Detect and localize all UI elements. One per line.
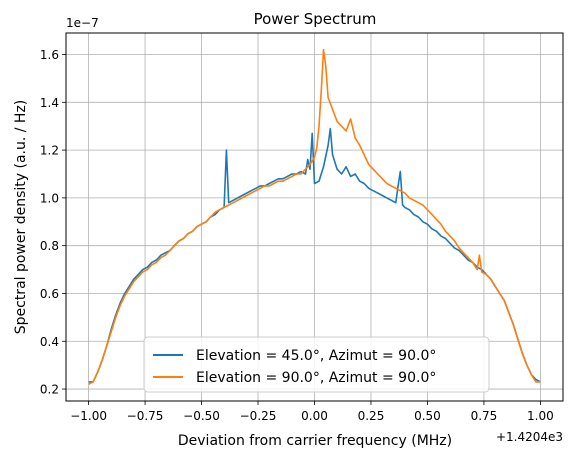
y-axis-label: Spectral power density (a.u. / Hz) <box>13 100 29 335</box>
x-axis-label: Deviation from carrier frequency (MHz) <box>178 433 452 449</box>
chart-title: Power Spectrum <box>254 10 377 28</box>
y-scale-label: 1e−7 <box>66 16 99 30</box>
series-line-2 <box>88 48 541 386</box>
x-tick-label: −0.50 <box>183 409 220 423</box>
y-tick-label: 1.0 <box>40 191 59 205</box>
x-tick-label: −1.00 <box>70 409 107 423</box>
legend: Elevation = 45.0°, Azimut = 90.0° Elevati… <box>143 336 490 393</box>
x-axis: −1.00 −0.75 −0.50 −0.25 0.00 0.25 0.50 0.75 1.00 <box>70 401 554 423</box>
x-tick-label: −0.25 <box>240 409 277 423</box>
x-offset-label: +1.4204e3 <box>496 430 563 444</box>
legend-label-2: Elevation = 90.0°, Azimut = 90.0° <box>196 370 436 386</box>
x-tick-label: 0.25 <box>358 409 385 423</box>
x-tick-label: 0.75 <box>471 409 498 423</box>
y-tick-label: 0.8 <box>40 239 59 253</box>
legend-box <box>143 336 490 393</box>
x-tick-label: 0.50 <box>414 409 441 423</box>
y-tick-label: 1.2 <box>40 144 59 158</box>
legend-label-1: Elevation = 45.0°, Azimut = 90.0° <box>196 348 436 364</box>
x-tick-label: −0.75 <box>127 409 164 423</box>
x-tick-label: 1.00 <box>527 409 554 423</box>
y-tick-label: 0.2 <box>40 383 59 397</box>
y-tick-label: 0.4 <box>40 335 59 349</box>
y-tick-label: 1.4 <box>40 96 59 110</box>
y-tick-label: 0.6 <box>40 287 59 301</box>
series-layer <box>88 48 541 386</box>
y-tick-label: 1.6 <box>40 48 59 62</box>
y-axis: 0.2 0.4 0.6 0.8 1.0 1.2 1.4 1.6 <box>40 48 66 397</box>
x-tick-label: 0.00 <box>301 409 328 423</box>
